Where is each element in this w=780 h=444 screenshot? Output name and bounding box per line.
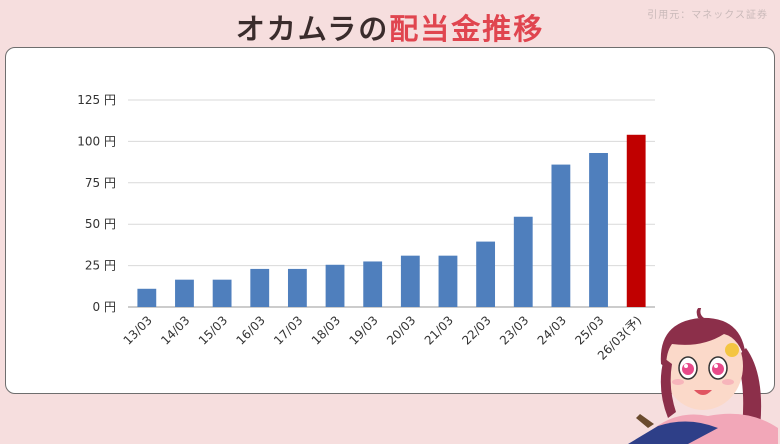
y-tick-label: 0 円 [93,300,116,314]
title-prefix: オカムラの [235,12,390,46]
x-tick-label: 19/03 [346,313,380,347]
bar [476,241,496,307]
x-tick-label: 16/03 [234,313,268,347]
bars [137,134,646,307]
x-tick-label: 20/03 [384,313,418,347]
x-tick-label: 21/03 [422,313,456,347]
x-axis-ticks: 13/03 14/03 15/03 16/03 17/03 18/03 19/03 20/03… [121,313,645,362]
page-title: オカムラの配当金推移 [0,6,780,48]
bar-forecast [626,134,646,307]
bar [513,216,533,307]
source-note: 引用元：マネックス証券 [647,10,768,21]
y-tick-label: 75 円 [85,176,116,190]
character-illustration [628,308,778,444]
bar [212,279,232,307]
x-tick-label: 23/03 [497,313,531,347]
bar [363,261,383,307]
bar [551,164,571,307]
x-tick-label: 18/03 [309,313,343,347]
x-tick-label: 13/03 [121,313,155,347]
bar [250,268,270,307]
title-accent: 配当金推移 [389,12,545,46]
y-tick-label: 100 円 [77,134,116,148]
x-tick-label: 15/03 [196,313,230,347]
bar [438,255,458,307]
bar [589,152,608,307]
chart-panel [5,47,775,394]
gridlines [128,99,655,308]
y-tick-label: 125 円 [77,93,116,107]
x-tick-label: 24/03 [535,313,569,347]
x-tick-label: 17/03 [271,313,305,347]
bar [137,288,157,307]
y-tick-label: 25 円 [85,259,116,273]
bar [287,268,307,307]
y-axis-ticks: 0 円 25 円 50 円 75 円 100 円 125 円 [77,93,116,314]
bar [400,255,420,307]
x-tick-label: 14/03 [158,313,192,347]
x-tick-label: 25/03 [572,313,606,347]
y-tick-label: 50 円 [85,217,116,231]
bar [325,264,345,307]
bar [175,279,194,307]
x-tick-label: 22/03 [459,313,493,347]
